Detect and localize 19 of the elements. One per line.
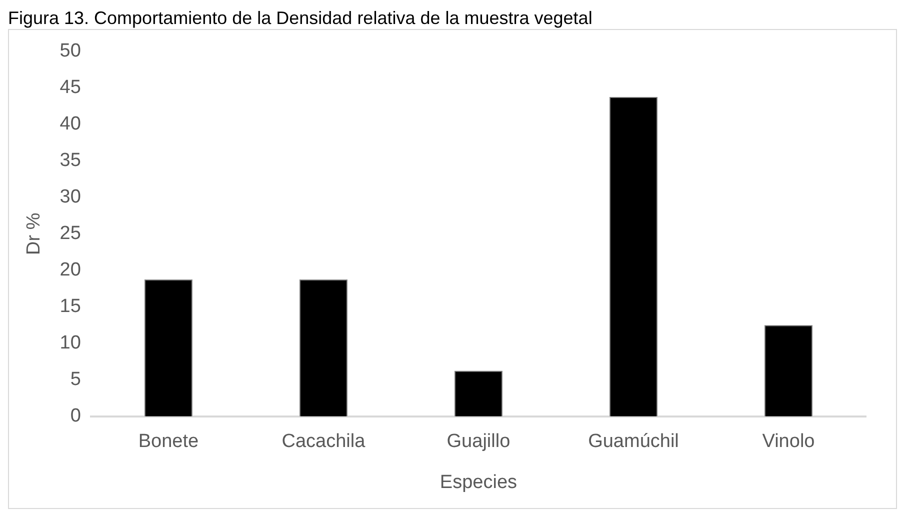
x-tick-label: Guajillo: [446, 431, 510, 452]
y-tick-label: 5: [70, 369, 81, 390]
x-tick-label: Guamúchil: [588, 431, 679, 452]
y-tick-label: 35: [60, 150, 81, 172]
y-axis-title: Dr %: [24, 212, 45, 256]
y-tick-label: 40: [60, 114, 81, 135]
y-tick-label: 30: [60, 186, 81, 208]
x-axis-title: Especies: [440, 472, 518, 493]
y-tick-label: 15: [60, 296, 81, 318]
x-tick-label: Bonete: [138, 431, 199, 452]
y-tick-label: 10: [60, 332, 81, 354]
chart-title: Figura 13. Comportamiento de la Densidad relativa de la muestra vegetal: [8, 8, 594, 29]
y-tick-label: 50: [60, 40, 81, 62]
y-tick-label: 25: [60, 223, 81, 244]
y-tick-label: 0: [70, 406, 81, 427]
x-tick-label: Cacachila: [282, 431, 366, 452]
y-tick-label: 45: [60, 77, 81, 98]
x-tick-label: Vinolo: [762, 431, 815, 452]
y-tick-label: 20: [60, 260, 81, 281]
